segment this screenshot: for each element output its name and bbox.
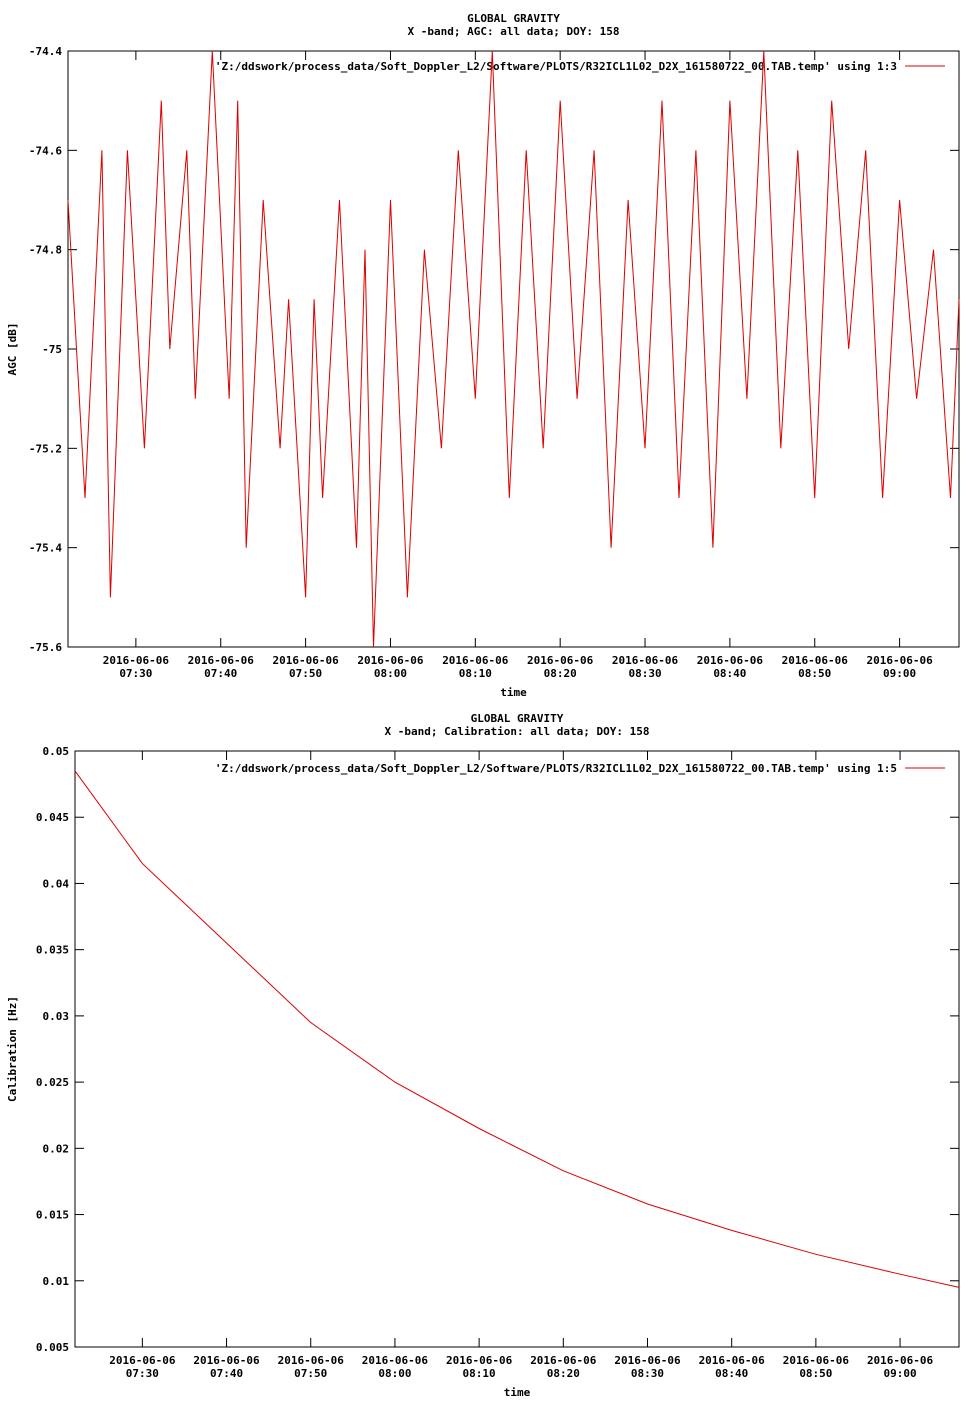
chart-title: GLOBAL GRAVITY bbox=[467, 12, 560, 25]
chart-subtitle: X -band; AGC: all data; DOY: 158 bbox=[408, 25, 620, 38]
y-tick-label: 0.02 bbox=[43, 1142, 70, 1155]
x-tick-date-label: 2016-06-06 bbox=[446, 1354, 513, 1367]
x-tick-time-label: 08:20 bbox=[547, 1367, 580, 1380]
y-tick-label: -75.2 bbox=[29, 442, 62, 455]
chart-subtitle: X -band; Calibration: all data; DOY: 158 bbox=[385, 725, 650, 738]
x-tick-time-label: 09:00 bbox=[883, 667, 916, 680]
y-tick-label: 0.005 bbox=[36, 1341, 69, 1354]
x-axis-label: time bbox=[504, 1386, 531, 1399]
legend-label: 'Z:/ddswork/process_data/Soft_Doppler_L2… bbox=[215, 60, 897, 73]
x-tick-date-label: 2016-06-06 bbox=[699, 1354, 766, 1367]
y-tick-label: 0.05 bbox=[43, 745, 70, 758]
y-tick-label: -75 bbox=[42, 343, 62, 356]
x-tick-date-label: 2016-06-06 bbox=[103, 654, 170, 667]
y-tick-label: 0.025 bbox=[36, 1076, 69, 1089]
x-tick-date-label: 2016-06-06 bbox=[357, 654, 424, 667]
y-tick-label: 0.045 bbox=[36, 811, 69, 824]
y-tick-label: -75.4 bbox=[29, 542, 62, 555]
x-tick-time-label: 08:10 bbox=[463, 1367, 496, 1380]
x-tick-date-label: 2016-06-06 bbox=[614, 1354, 681, 1367]
x-tick-time-label: 08:40 bbox=[713, 667, 746, 680]
y-tick-label: 0.035 bbox=[36, 944, 69, 957]
plot-frame bbox=[67, 50, 960, 648]
x-tick-time-label: 07:30 bbox=[119, 667, 152, 680]
x-tick-date-label: 2016-06-06 bbox=[612, 654, 679, 667]
y-tick-label: -74.6 bbox=[29, 144, 62, 157]
x-tick-time-label: 07:30 bbox=[126, 1367, 159, 1380]
x-tick-date-label: 2016-06-06 bbox=[362, 1354, 429, 1367]
x-tick-date-label: 2016-06-06 bbox=[783, 1354, 850, 1367]
x-tick-time-label: 08:50 bbox=[799, 1367, 832, 1380]
x-tick-time-label: 08:00 bbox=[374, 667, 407, 680]
y-tick-label: -74.4 bbox=[29, 45, 62, 58]
series-line-1 bbox=[74, 770, 960, 1288]
x-tick-time-label: 08:00 bbox=[378, 1367, 411, 1380]
x-tick-time-label: 08:10 bbox=[459, 667, 492, 680]
x-tick-time-label: 08:20 bbox=[544, 667, 577, 680]
x-tick-date-label: 2016-06-06 bbox=[697, 654, 764, 667]
x-tick-date-label: 2016-06-06 bbox=[866, 654, 933, 667]
x-tick-time-label: 07:40 bbox=[210, 1367, 243, 1380]
x-axis-label: time bbox=[500, 686, 527, 699]
x-tick-date-label: 2016-06-06 bbox=[272, 654, 339, 667]
x-tick-date-label: 2016-06-06 bbox=[530, 1354, 597, 1367]
x-tick-time-label: 07:40 bbox=[204, 667, 237, 680]
x-tick-date-label: 2016-06-06 bbox=[109, 1354, 176, 1367]
y-tick-label: 0.03 bbox=[43, 1010, 70, 1023]
x-tick-time-label: 08:50 bbox=[798, 667, 831, 680]
chart-title: GLOBAL GRAVITY bbox=[471, 712, 564, 725]
y-tick-label: 0.015 bbox=[36, 1209, 69, 1222]
x-tick-date-label: 2016-06-06 bbox=[188, 654, 255, 667]
x-tick-date-label: 2016-06-06 bbox=[193, 1354, 260, 1367]
y-tick-label: 0.04 bbox=[43, 877, 70, 890]
x-tick-time-label: 08:30 bbox=[628, 667, 661, 680]
x-tick-time-label: 07:50 bbox=[289, 667, 322, 680]
x-tick-time-label: 09:00 bbox=[884, 1367, 917, 1380]
series-line-1 bbox=[67, 50, 960, 648]
x-tick-date-label: 2016-06-06 bbox=[867, 1354, 934, 1367]
y-tick-label: -75.6 bbox=[29, 641, 62, 654]
x-tick-time-label: 07:50 bbox=[294, 1367, 327, 1380]
legend-label: 'Z:/ddswork/process_data/Soft_Doppler_L2… bbox=[215, 762, 897, 775]
x-tick-date-label: 2016-06-06 bbox=[527, 654, 594, 667]
plot-frame bbox=[74, 750, 960, 1348]
y-axis-label: AGC [dB] bbox=[6, 323, 19, 376]
y-tick-label: -74.8 bbox=[29, 244, 62, 257]
y-axis-label: Calibration [Hz] bbox=[6, 996, 19, 1102]
x-tick-date-label: 2016-06-06 bbox=[278, 1354, 345, 1367]
x-tick-date-label: 2016-06-06 bbox=[442, 654, 509, 667]
x-tick-time-label: 08:30 bbox=[631, 1367, 664, 1380]
y-tick-label: 0.01 bbox=[43, 1275, 70, 1288]
x-tick-time-label: 08:40 bbox=[715, 1367, 748, 1380]
x-tick-date-label: 2016-06-06 bbox=[782, 654, 849, 667]
